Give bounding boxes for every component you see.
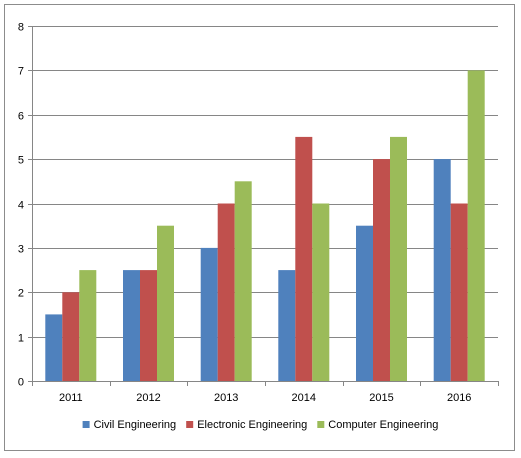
y-tick-label: 3: [18, 244, 24, 256]
y-tick-label: 8: [18, 22, 24, 34]
bar: [390, 136, 407, 381]
legend-swatch: [317, 421, 325, 428]
bar: [157, 225, 174, 381]
bar: [312, 203, 330, 381]
x-tick-label: 2014: [292, 392, 316, 404]
bar: [356, 225, 373, 381]
x-axis-ticks: 2011 2012 2013 2014 2015 2016: [32, 381, 499, 404]
x-tick-label: 2011: [59, 392, 83, 404]
bar: [217, 203, 235, 381]
bar: [123, 270, 140, 381]
x-tick-label: 2012: [136, 392, 160, 404]
y-axis-ticks: 0 1 2 3 4 5 6 7 8: [18, 22, 32, 389]
y-tick-label: 4: [18, 200, 24, 212]
bar: [79, 270, 97, 381]
legend-label: Civil Engineering: [94, 419, 177, 431]
bar: [62, 292, 80, 382]
bar: [200, 247, 218, 381]
x-tick-label: 2013: [214, 392, 238, 404]
y-tick-label: 1: [18, 333, 24, 345]
y-tick-label: 6: [18, 111, 24, 123]
y-tick-label: 7: [18, 66, 24, 78]
y-tick-label: 5: [18, 155, 24, 167]
legend-label: Electronic Engineering: [197, 419, 307, 431]
bar: [45, 314, 63, 381]
axes: [32, 26, 498, 382]
bar: [467, 70, 485, 382]
bar: [278, 270, 296, 381]
bar: [234, 181, 252, 381]
legend: Civil Engineering Electronic Engineering C…: [82, 419, 438, 431]
bar: [140, 270, 157, 381]
bar: [450, 203, 468, 381]
bars: [45, 70, 485, 382]
gridlines: [32, 26, 498, 338]
y-tick-label: 2: [18, 288, 24, 300]
bar: [373, 159, 390, 381]
x-tick-label: 2016: [447, 392, 471, 404]
legend-label: Computer Engineering: [328, 419, 438, 431]
legend-swatch: [82, 421, 90, 428]
legend-swatch: [186, 421, 194, 428]
bar: [295, 136, 313, 381]
y-tick-label: 0: [18, 377, 24, 389]
x-tick-label: 2015: [369, 392, 393, 404]
bar: [433, 159, 451, 381]
